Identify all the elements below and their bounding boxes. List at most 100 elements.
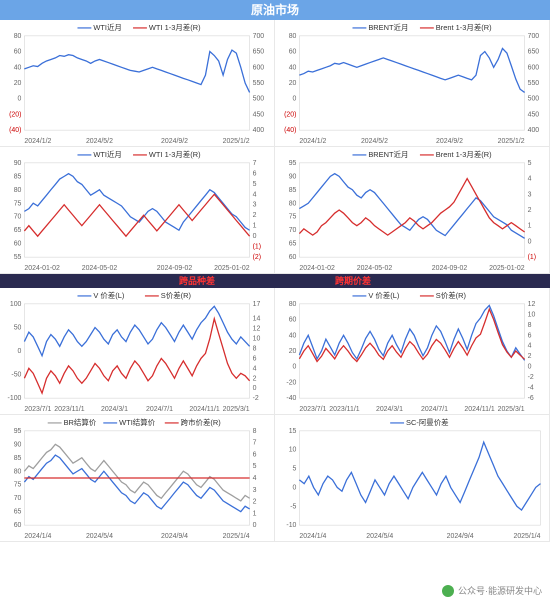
svg-text:12: 12	[528, 301, 536, 308]
svg-text:BR结算价: BR结算价	[64, 417, 97, 427]
svg-text:14: 14	[253, 316, 261, 323]
svg-text:0: 0	[293, 96, 297, 103]
svg-text:5: 5	[528, 160, 532, 167]
svg-text:2024-01-02: 2024-01-02	[299, 265, 335, 272]
svg-text:60: 60	[289, 254, 297, 261]
svg-text:20: 20	[289, 80, 297, 87]
svg-text:90: 90	[14, 160, 22, 167]
svg-text:60: 60	[14, 522, 22, 529]
svg-text:2024/11/1: 2024/11/1	[189, 406, 219, 413]
svg-text:60: 60	[289, 317, 297, 324]
svg-text:8: 8	[528, 322, 532, 329]
svg-text:0: 0	[18, 96, 22, 103]
svg-text:4: 4	[528, 176, 532, 183]
svg-text:-100: -100	[8, 395, 22, 402]
sub-banner: 跨品种差跨期价差	[0, 274, 550, 288]
svg-text:2024/5/2: 2024/5/2	[361, 138, 388, 145]
svg-text:95: 95	[14, 428, 22, 435]
svg-text:8: 8	[253, 428, 257, 435]
svg-text:20: 20	[14, 80, 22, 87]
svg-text:Brent 1-3月差(R): Brent 1-3月差(R)	[436, 149, 492, 159]
svg-text:85: 85	[289, 187, 297, 194]
svg-text:2024/7/1: 2024/7/1	[146, 406, 173, 413]
svg-text:80: 80	[14, 33, 22, 40]
svg-text:2024/11/1: 2024/11/1	[464, 406, 494, 413]
main-banner: 原油市场	[0, 0, 550, 20]
svg-text:BRENT近月: BRENT近月	[368, 149, 408, 159]
svg-text:-2: -2	[253, 395, 259, 402]
svg-text:-5: -5	[290, 503, 296, 510]
svg-text:2: 2	[528, 353, 532, 360]
svg-text:600: 600	[253, 64, 265, 71]
svg-text:2024/1/2: 2024/1/2	[24, 138, 51, 145]
svg-text:2024/1/2: 2024/1/2	[299, 138, 326, 145]
svg-text:40: 40	[14, 64, 22, 71]
chart-cross-market: 60657075808590950123456782024/1/42024/5/…	[0, 415, 275, 542]
svg-text:2024-05-02: 2024-05-02	[357, 265, 393, 272]
svg-text:(40): (40)	[9, 127, 21, 134]
svg-text:650: 650	[253, 49, 265, 56]
svg-text:0: 0	[528, 364, 532, 371]
svg-text:0: 0	[293, 484, 297, 491]
svg-text:80: 80	[289, 200, 297, 207]
svg-text:2: 2	[528, 207, 532, 214]
svg-text:2: 2	[253, 375, 257, 382]
svg-text:700: 700	[528, 33, 540, 40]
chart-wti-spread-top: (40)(20)02040608040045050055060065070020…	[0, 20, 275, 147]
svg-text:WTI 1-3月差(R): WTI 1-3月差(R)	[149, 22, 201, 32]
svg-text:2025/1/4: 2025/1/4	[513, 533, 540, 540]
svg-text:70: 70	[14, 214, 22, 221]
svg-text:(1): (1)	[253, 244, 261, 251]
svg-text:(1): (1)	[528, 254, 536, 261]
svg-text:2024/3/1: 2024/3/1	[101, 406, 128, 413]
svg-text:6: 6	[253, 355, 257, 362]
svg-text:-6: -6	[528, 395, 534, 402]
chart-sc-oman: -10-50510152024/1/42024/5/42024/9/42025/…	[275, 415, 550, 542]
svg-text:2023/11/1: 2023/11/1	[329, 406, 359, 413]
svg-text:500: 500	[528, 96, 540, 103]
svg-text:10: 10	[528, 311, 536, 318]
svg-text:2024/7/1: 2024/7/1	[421, 406, 448, 413]
svg-text:15: 15	[289, 428, 297, 435]
svg-text:8: 8	[253, 346, 257, 353]
svg-text:65: 65	[14, 509, 22, 516]
svg-text:0: 0	[253, 522, 257, 529]
svg-text:S价差(R): S价差(R)	[436, 290, 467, 300]
chart-brent-month: 6065707580859095(1)0123452024-01-022024-…	[275, 147, 550, 274]
svg-text:4: 4	[253, 191, 257, 198]
svg-text:40: 40	[289, 332, 297, 339]
svg-text:6: 6	[253, 170, 257, 177]
svg-text:6: 6	[253, 451, 257, 458]
svg-text:2024/1/4: 2024/1/4	[299, 533, 326, 540]
svg-text:55: 55	[14, 254, 22, 261]
svg-text:100: 100	[10, 301, 22, 308]
svg-text:S价差(R): S价差(R)	[161, 290, 192, 300]
svg-text:-2: -2	[528, 374, 534, 381]
svg-text:-10: -10	[286, 522, 296, 529]
svg-text:1: 1	[253, 510, 257, 517]
source-credit: 公众号·能源研发中心	[438, 582, 546, 599]
svg-text:0: 0	[18, 348, 22, 355]
svg-text:50: 50	[14, 324, 22, 331]
svg-text:V 价差(L): V 价差(L)	[368, 290, 400, 300]
svg-text:95: 95	[289, 160, 297, 167]
svg-text:6: 6	[528, 332, 532, 339]
svg-text:2024/9/4: 2024/9/4	[161, 533, 188, 540]
svg-text:5: 5	[253, 181, 257, 188]
svg-text:4: 4	[253, 475, 257, 482]
svg-text:400: 400	[253, 127, 265, 134]
svg-text:2: 2	[253, 499, 257, 506]
svg-text:0: 0	[528, 238, 532, 245]
chart-v-spread-2: -40-20020406080-6-4-20246810122023/7/120…	[275, 288, 550, 415]
chart-brent-spread-top: (40)(20)02040608040045050055060065070020…	[275, 20, 550, 147]
svg-text:500: 500	[253, 96, 265, 103]
svg-text:1: 1	[528, 223, 532, 230]
svg-text:2023/7/1: 2023/7/1	[24, 406, 51, 413]
svg-text:90: 90	[289, 173, 297, 180]
svg-text:550: 550	[528, 80, 540, 87]
svg-text:20: 20	[289, 348, 297, 355]
svg-text:(20): (20)	[9, 111, 21, 118]
svg-text:2025-01-02: 2025-01-02	[489, 265, 525, 272]
svg-text:2025-01-02: 2025-01-02	[214, 265, 250, 272]
svg-text:2024/3/1: 2024/3/1	[376, 406, 403, 413]
